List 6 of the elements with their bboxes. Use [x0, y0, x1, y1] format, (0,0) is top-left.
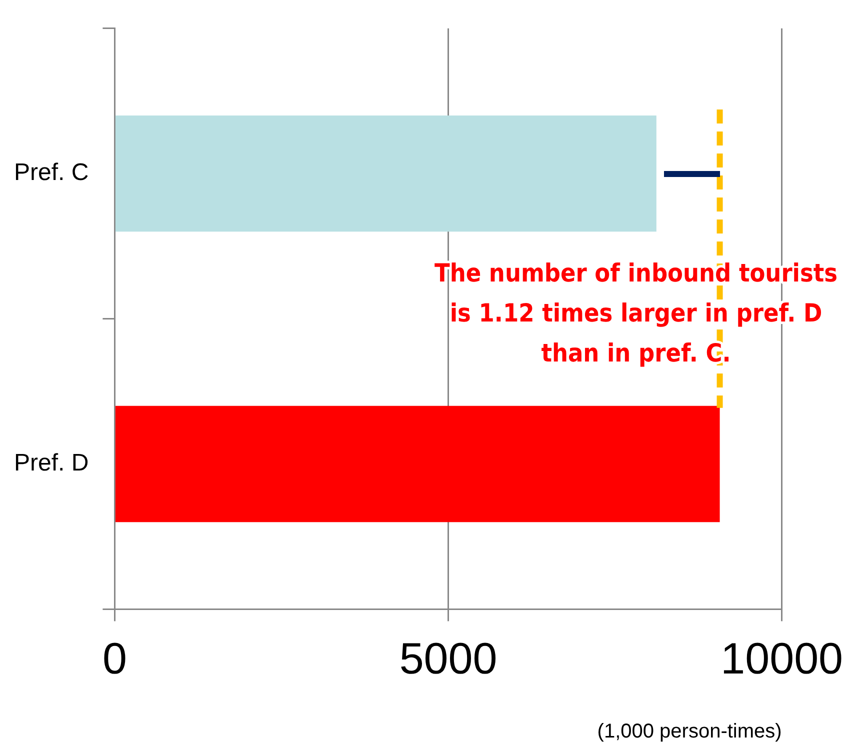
- y-tick-label: Pref. D: [14, 450, 89, 477]
- x-tick-label: 0: [102, 634, 127, 684]
- y-tick-label: Pref. C: [14, 159, 89, 186]
- x-axis-title: (1,000 person-times): [597, 720, 782, 743]
- x-tick-label: 10000: [720, 634, 844, 684]
- x-tick-label: 5000: [399, 634, 498, 684]
